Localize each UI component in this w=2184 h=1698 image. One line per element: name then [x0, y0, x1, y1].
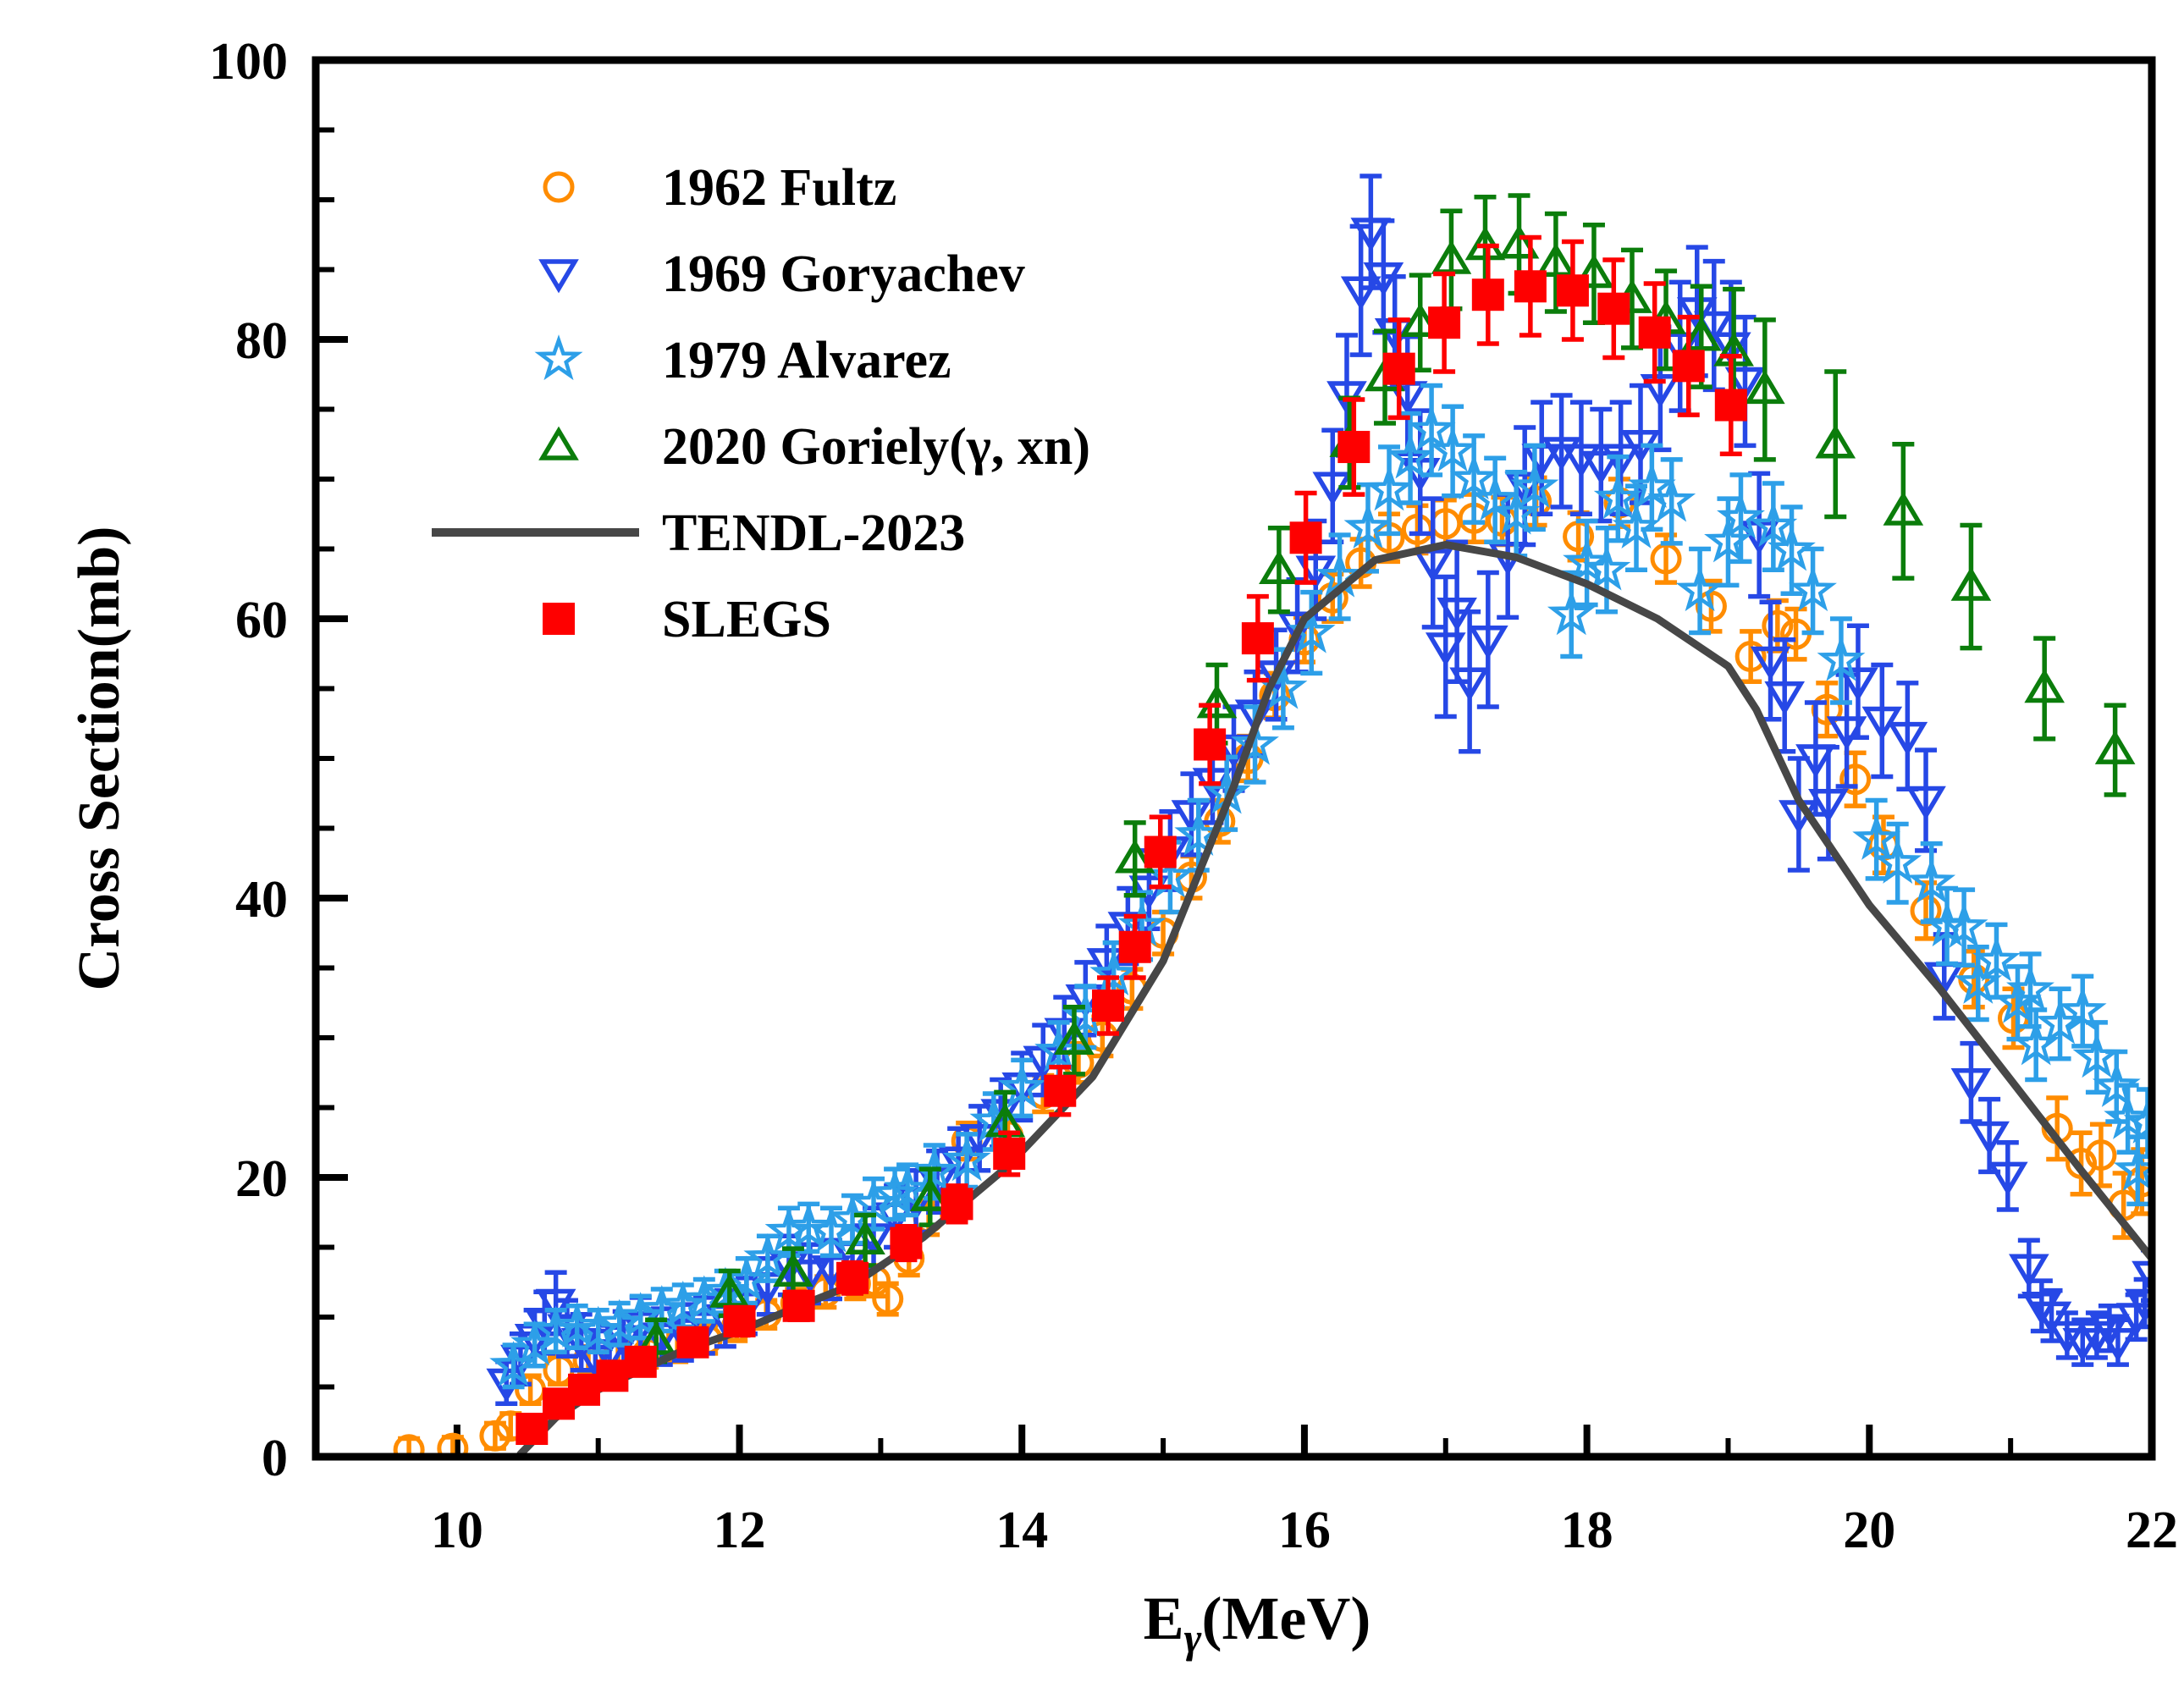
legend: 1962 Fultz 1969 Goryachev 1979 Alvarez 2020…: [432, 159, 1090, 648]
legend-item-fultz: 1962 Fultz: [543, 159, 896, 217]
svg-text:40: 40: [235, 871, 288, 929]
legend-square-filled-icon: [543, 603, 575, 635]
svg-text:20: 20: [1843, 1502, 1895, 1559]
series-tendl: [516, 541, 2152, 1457]
legend-label-goryachev: 1969 Goryachev: [662, 245, 1025, 303]
x-tick-labels: 10 12 14 16 18 20 22: [431, 1502, 2178, 1559]
legend-label-tendl: TENDL-2023: [662, 504, 965, 562]
legend-item-slegs: SLEGS: [543, 591, 831, 648]
svg-text:10: 10: [431, 1502, 483, 1559]
legend-star-icon: [534, 334, 583, 381]
plot-frame: [312, 56, 2156, 1461]
legend-item-tendl: TENDL-2023: [432, 504, 965, 562]
plot-area: [393, 174, 2152, 1457]
figure-background: [34, 14, 2184, 1684]
svg-text:20: 20: [235, 1150, 288, 1208]
legend-item-goryachev: 1969 Goryachev: [538, 245, 1025, 303]
legend-triangle-up-icon: [538, 426, 579, 460]
series-alvarez: [489, 383, 2152, 1390]
legend-item-alvarez: 1979 Alvarez: [534, 332, 951, 389]
series-slegs: [516, 234, 1747, 1445]
svg-text:16: 16: [1278, 1502, 1331, 1559]
legend-triangle-down-icon: [538, 259, 579, 294]
y-tick-labels: 0 20 40 60 80 100: [209, 33, 288, 1487]
svg-text:18: 18: [1561, 1502, 1613, 1559]
svg-text:100: 100: [209, 33, 288, 91]
legend-item-goriely: 2020 Goriely(γ, xn): [538, 418, 1090, 476]
svg-text:80: 80: [235, 312, 288, 370]
svg-text:22: 22: [2126, 1502, 2178, 1559]
svg-text:14: 14: [995, 1502, 1048, 1559]
legend-label-fultz: 1962 Fultz: [662, 159, 896, 217]
svg-text:12: 12: [714, 1502, 766, 1559]
cross-section-figure: 10 12 14 16 18 20 22 0 20 40 60 80 100 Cross Section(…: [34, 14, 2184, 1684]
svg-text:60: 60: [235, 592, 288, 649]
chart-canvas: 10 12 14 16 18 20 22 0 20 40 60 80 100 Cross Section(…: [34, 14, 2184, 1684]
legend-label-slegs: SLEGS: [662, 591, 831, 648]
legend-label-alvarez: 1979 Alvarez: [662, 332, 951, 389]
legend-circle-icon: [543, 171, 575, 203]
legend-label-goriely: 2020 Goriely(γ, xn): [662, 418, 1090, 476]
y-axis-title: Cross Section(mb): [67, 526, 132, 991]
x-axis-title: Eγ(MeV): [1144, 1585, 1371, 1662]
svg-text:0: 0: [262, 1430, 288, 1487]
